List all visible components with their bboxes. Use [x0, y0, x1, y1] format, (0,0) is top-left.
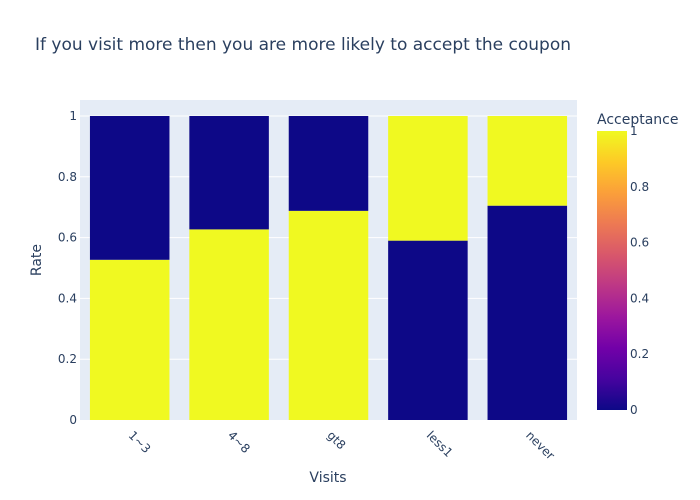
bar-segment-4~8-acceptance-0	[189, 116, 269, 230]
bar-segment-4~8-acceptance-1	[189, 229, 269, 420]
colorbar-tick-label: 0.6	[630, 236, 649, 250]
bar-segment-never-acceptance-0	[487, 205, 568, 420]
colorbar-tick-label: 1	[630, 124, 638, 138]
colorbar-ticks: 0 0.2 0.4 0.6 0.8 1	[630, 124, 649, 417]
colorbar-tick-label: 0.2	[630, 347, 649, 361]
y-tick-label: 0	[69, 413, 77, 427]
y-tick-label: 0.2	[58, 352, 77, 366]
y-tick-label: 0.4	[58, 291, 77, 305]
x-tick-label: gt8	[324, 428, 348, 452]
colorbar-tick-label: 0	[630, 403, 638, 417]
colorbar	[597, 131, 627, 410]
y-tick-label: 0.8	[58, 170, 77, 184]
bar-segment-1~3-acceptance-0	[89, 116, 170, 260]
colorbar-title: Acceptance	[597, 112, 678, 128]
x-axis-ticks: 1~3 4~8 gt8 less1 never	[126, 428, 558, 462]
x-axis-title: Visits	[309, 470, 346, 486]
bar-segment-less1-acceptance-0	[388, 240, 468, 420]
x-tick-label: less1	[424, 428, 456, 460]
bar-segment-never-acceptance-1	[487, 116, 568, 206]
bar-segment-1~3-acceptance-1	[89, 259, 170, 420]
x-tick-label: never	[523, 428, 557, 462]
y-axis-ticks: 0 0.2 0.4 0.6 0.8 1	[58, 109, 77, 427]
bar-segment-gt8-acceptance-0	[288, 116, 369, 211]
chart-title: If you visit more then you are more like…	[35, 35, 571, 55]
y-tick-label: 1	[69, 109, 77, 123]
bars	[89, 116, 568, 420]
x-tick-label: 4~8	[225, 428, 253, 456]
bar-segment-gt8-acceptance-1	[288, 210, 369, 420]
y-tick-label: 0.6	[58, 231, 77, 245]
bar-segment-less1-acceptance-1	[388, 116, 468, 241]
y-axis-title: Rate	[29, 244, 45, 276]
x-tick-label: 1~3	[126, 428, 154, 456]
colorbar-tick-label: 0.4	[630, 291, 649, 305]
colorbar-tick-label: 0.8	[630, 180, 649, 194]
